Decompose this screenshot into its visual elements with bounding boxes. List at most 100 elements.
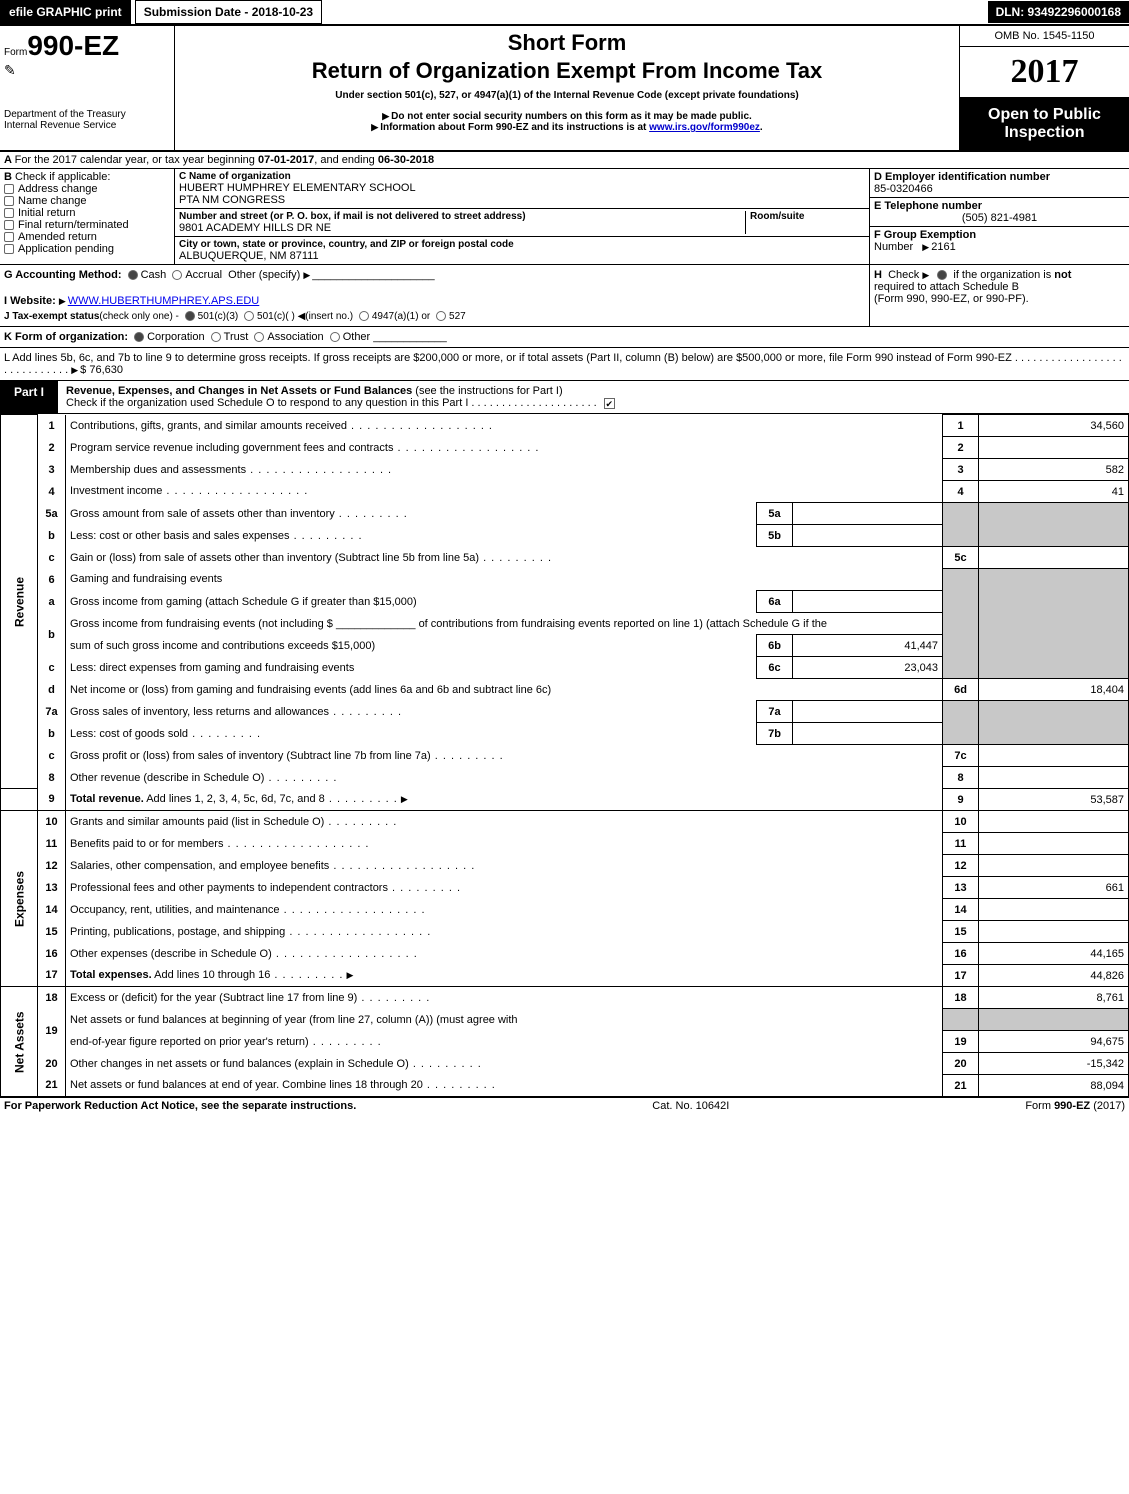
group-number-value: 2161 (931, 241, 955, 253)
line-6c-desc: Less: direct expenses from gaming and fu… (66, 657, 757, 679)
sub-7b-num: 7b (757, 723, 793, 745)
line-16-num: 16 (38, 943, 66, 965)
col-12-num: 12 (943, 855, 979, 877)
row-g-h: G Accounting Method: Cash Accrual Other … (0, 265, 1129, 327)
col-17-num: 17 (943, 965, 979, 987)
checkbox-application-pending[interactable] (4, 244, 14, 254)
page-footer: For Paperwork Reduction Act Notice, see … (0, 1097, 1129, 1114)
radio-4947[interactable] (359, 311, 369, 321)
under-section: Under section 501(c), 527, or 4947(a)(1)… (183, 90, 951, 101)
line-17-amount: 44,826 (979, 965, 1129, 987)
sub-6c-num: 6c (757, 657, 793, 679)
line-10-amount (979, 811, 1129, 833)
checkbox-schedule-o[interactable] (604, 398, 615, 409)
line-19-num: 19 (38, 1009, 66, 1053)
col-3-num: 3 (943, 459, 979, 481)
website-link[interactable]: WWW.HUBERTHUMPHREY.APS.EDU (68, 295, 260, 307)
part-1-title: Revenue, Expenses, and Changes in Net As… (58, 381, 1129, 413)
line-a: A For the 2017 calendar year, or tax yea… (0, 152, 1129, 169)
line-20-num: 20 (38, 1053, 66, 1075)
line-9-amount: 53,587 (979, 789, 1129, 811)
radio-501c3[interactable] (185, 311, 195, 321)
line-5b-num: b (38, 525, 66, 547)
checkbox-initial-return[interactable] (4, 208, 14, 218)
line-15-num: 15 (38, 921, 66, 943)
line-4-amount: 41 (979, 481, 1129, 503)
radio-accrual[interactable] (172, 270, 182, 280)
line-6a-desc: Gross income from gaming (attach Schedul… (66, 591, 757, 613)
sub-5a-value (793, 503, 943, 525)
line-3-amount: 582 (979, 459, 1129, 481)
footer-left: For Paperwork Reduction Act Notice, see … (4, 1100, 356, 1112)
line-12-num: 12 (38, 855, 66, 877)
radio-trust[interactable] (211, 332, 221, 342)
submission-date: Submission Date - 2018-10-23 (135, 0, 322, 24)
col-13-num: 13 (943, 877, 979, 899)
tax-year: 2017 (960, 47, 1129, 98)
efile-print-button[interactable]: efile GRAPHIC print (0, 0, 131, 24)
radio-corporation[interactable] (134, 332, 144, 342)
org-name-2: PTA NM CONGRESS (179, 194, 865, 206)
radio-association[interactable] (254, 332, 264, 342)
radio-527[interactable] (436, 311, 446, 321)
radio-other[interactable] (330, 332, 340, 342)
line-9-num: 9 (38, 789, 66, 811)
radio-501c[interactable] (244, 311, 254, 321)
sub-5b-num: 5b (757, 525, 793, 547)
col-6d-num: 6d (943, 679, 979, 701)
ein-value: 85-0320466 (874, 183, 1125, 195)
line-18-num: 18 (38, 987, 66, 1009)
section-g-i-j: G Accounting Method: Cash Accrual Other … (0, 265, 869, 326)
line-14-amount (979, 899, 1129, 921)
header-center: Short Form Return of Organization Exempt… (175, 26, 959, 150)
line-14-num: 14 (38, 899, 66, 921)
line-7c-num: c (38, 745, 66, 767)
group-label: F Group Exemption (874, 229, 976, 241)
col-18-num: 18 (943, 987, 979, 1009)
section-c: C Name of organization HUBERT HUMPHREY E… (175, 169, 869, 264)
omb-number: OMB No. 1545-1150 (960, 26, 1129, 47)
address-label: Number and street (or P. O. box, if mail… (179, 211, 745, 222)
sub-5b-value (793, 525, 943, 547)
sidecat-expenses: Expenses (1, 811, 38, 987)
line-6d-num: d (38, 679, 66, 701)
col-15-num: 15 (943, 921, 979, 943)
section-d-e-f: D Employer identification number 85-0320… (869, 169, 1129, 264)
checkbox-schedule-b[interactable] (937, 270, 947, 280)
col-14-num: 14 (943, 899, 979, 921)
line-1-num: 1 (38, 415, 66, 437)
info-link[interactable]: www.irs.gov/form990ez (649, 122, 760, 133)
line-l: L Add lines 5b, 6c, and 7b to line 9 to … (0, 348, 1129, 381)
line-2-amount (979, 437, 1129, 459)
line-3-num: 3 (38, 459, 66, 481)
top-bar: efile GRAPHIC print Submission Date - 20… (0, 0, 1129, 26)
sub-6c-value: 23,043 (793, 657, 943, 679)
block-b-through-f: B Check if applicable: Address change Na… (0, 169, 1129, 265)
org-name-label: C Name of organization (179, 171, 865, 182)
checkbox-amended-return[interactable] (4, 232, 14, 242)
line-11-amount (979, 833, 1129, 855)
radio-cash[interactable] (128, 270, 138, 280)
col-7c-num: 7c (943, 745, 979, 767)
line-18-amount: 8,761 (979, 987, 1129, 1009)
section-h: H Check if the organization is not requi… (869, 265, 1129, 326)
line-5c-num: c (38, 547, 66, 569)
line-6-desc: Gaming and fundraising events (66, 569, 943, 591)
checkbox-name-change[interactable] (4, 196, 14, 206)
room-suite-label: Room/suite (750, 211, 865, 222)
sub-5a-num: 5a (757, 503, 793, 525)
part-1-tag: Part I (0, 381, 58, 413)
tel-label: E Telephone number (874, 200, 982, 212)
col-11-num: 11 (943, 833, 979, 855)
sub-6a-value (793, 591, 943, 613)
part-1-header: Part I Revenue, Expenses, and Changes in… (0, 381, 1129, 414)
sidecat-netassets: Net Assets (1, 987, 38, 1097)
line-12-amount (979, 855, 1129, 877)
checkbox-final-return[interactable] (4, 220, 14, 230)
line-6b-num: b (38, 613, 66, 657)
short-form-label: Short Form (183, 30, 951, 56)
line-8-amount (979, 767, 1129, 789)
checkbox-address-change[interactable] (4, 184, 14, 194)
part-1-table: Revenue 1 Contributions, gifts, grants, … (0, 414, 1129, 1097)
col-4-num: 4 (943, 481, 979, 503)
